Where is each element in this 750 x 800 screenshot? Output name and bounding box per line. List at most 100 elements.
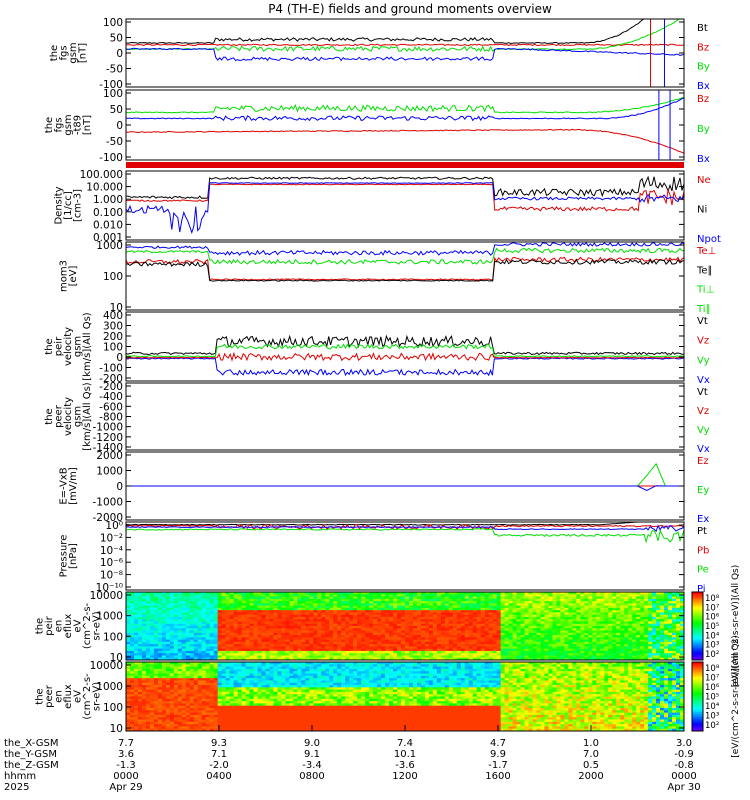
- colorbar-label: [eV/(cm^2-s-sr-eV)](All Qs): [731, 565, 741, 688]
- y-tick-label: 10⁻⁸: [100, 570, 123, 582]
- y-tick-label: 0: [116, 481, 123, 493]
- colorbar-tick-label: 10⁵: [705, 693, 719, 703]
- colorbar-tick-label: 10⁴: [705, 702, 720, 712]
- series-by: [126, 97, 684, 114]
- x-tick-z: -0.8: [674, 760, 694, 771]
- y-tick-label: 400: [103, 310, 123, 322]
- series-pt: [126, 522, 645, 526]
- y-tick-label: 10⁻¹⁰: [96, 582, 123, 594]
- y-tick-label: -400: [99, 391, 123, 403]
- series-bx: [126, 97, 684, 122]
- y-axis-label: [nPa]: [68, 543, 79, 569]
- series-npot: [126, 182, 684, 235]
- series-vx: [126, 357, 684, 377]
- y-tick-label: 100: [103, 631, 123, 643]
- legend-fgs-2: By: [697, 62, 710, 73]
- y-axis-label: [1/cc]: [63, 191, 74, 220]
- panel-peer-velocity: -200-400-600-800-1000-1200-1400 thepeerve…: [44, 381, 710, 455]
- legend-peir-velocity-0: Vt: [697, 316, 708, 327]
- y-tick-label: -200: [99, 381, 123, 393]
- legend-pressure-1: Pb: [697, 545, 709, 556]
- colorbar: [691, 591, 704, 661]
- x-tick-z: -3.6: [395, 760, 415, 771]
- panel-temperature: 1000 100 10 mom3[eV] Te⊥ Te∥ Ti⊥ Ti∥: [58, 240, 716, 315]
- y-tick-label: 10.000: [86, 182, 123, 194]
- y-tick-label: 0.001: [93, 232, 123, 244]
- y-tick-label: 50: [110, 104, 123, 116]
- y-tick-label: -100: [99, 152, 123, 164]
- legend-temperature-3: Ti∥: [696, 304, 711, 315]
- panel-frame: [125, 170, 685, 241]
- y-tick-label: -200: [99, 373, 123, 385]
- x-tick-y: 3.6: [118, 749, 134, 760]
- y-tick-label: 10: [110, 723, 123, 735]
- y-axis-label: gsm: [63, 114, 74, 135]
- legend-e-vxb-2: Ex: [697, 514, 709, 525]
- x-tick-date: Apr 29: [109, 782, 142, 793]
- x-tick-x: 9.0: [304, 738, 320, 749]
- y-axis-label: velocity: [63, 397, 74, 436]
- y-axis-label: -t89: [73, 115, 84, 135]
- x-tick-x: 4.7: [490, 738, 506, 749]
- y-axis-label: sr-eV): [92, 682, 103, 711]
- series-bt: [126, 19, 645, 44]
- colorbar-label: [eV/(cm^2-s-sr-eV)](All Qs): [731, 635, 741, 758]
- y-tick-label: 10⁻²: [100, 532, 123, 544]
- y-tick-label: 100: [103, 271, 123, 283]
- x-tick-hhmm: 0400: [206, 771, 231, 782]
- y-tick-label: 1000: [96, 466, 123, 478]
- colorbar: [691, 661, 704, 732]
- series-ex: [126, 485, 684, 491]
- x-tick-z: -2.0: [209, 760, 229, 771]
- colorbar-tick-label: 10⁸: [705, 664, 720, 674]
- y-axis-label: peir: [54, 336, 65, 356]
- x-tick-x: 7.4: [397, 738, 413, 749]
- legend-peer-velocity-3: Vx: [697, 444, 710, 455]
- y-tick-label: 1000: [96, 681, 123, 693]
- colorbar-tick-label: 10⁸: [705, 594, 720, 604]
- colorbar-tick-label: 10⁴: [705, 631, 720, 641]
- series-te-par: [126, 258, 684, 282]
- legend-temperature-0: Te⊥: [696, 246, 716, 257]
- y-tick-label: -50: [106, 64, 123, 76]
- series-vt: [126, 334, 684, 356]
- y-axis-label: [eV]: [68, 266, 79, 287]
- y-tick-label: -800: [99, 412, 123, 424]
- series-bz: [126, 128, 684, 154]
- y-axis-label: gsm: [73, 336, 84, 357]
- x-row-label: 2025: [4, 782, 29, 793]
- y-tick-label: -100: [99, 363, 123, 375]
- x-tick-y: 10.1: [394, 749, 416, 760]
- x-tick-hhmm: 1600: [485, 771, 510, 782]
- y-axis-label: eflux: [63, 614, 74, 639]
- x-tick-x: 1.0: [583, 738, 599, 749]
- y-tick-label: 0.100: [93, 207, 123, 219]
- y-tick-label: -100: [99, 79, 123, 91]
- x-tick-z: -1.3: [116, 760, 136, 771]
- y-tick-label: -1000: [92, 422, 123, 434]
- y-tick-label: 1000: [96, 611, 123, 623]
- y-axis-label: sr-eV): [92, 611, 103, 640]
- x-row-label: the_Y-GSM: [4, 749, 57, 760]
- y-tick-label: 0.010: [93, 219, 123, 231]
- colorbar-tick-label: 10³: [705, 712, 719, 722]
- panel-frame: [125, 89, 685, 161]
- x-tick-hhmm: 0000: [671, 771, 696, 782]
- y-tick-label: 10: [110, 652, 123, 664]
- series-vz: [126, 351, 684, 362]
- legend-peir-velocity-3: Vx: [697, 375, 710, 386]
- y-axis-label: (cm^2-s-: [82, 602, 93, 649]
- legend-density-2: Npot: [697, 234, 721, 245]
- x-tick-date: Apr 30: [667, 782, 700, 793]
- legend-fgs-t89-2: Bx: [697, 154, 710, 165]
- y-tick-label: 200: [103, 331, 123, 343]
- y-axis-label: [nT]: [82, 115, 93, 135]
- y-axis-label: Density: [54, 186, 65, 224]
- y-tick-label: 10⁻⁴: [100, 545, 123, 557]
- x-tick-y: -0.9: [674, 749, 694, 760]
- y-axis-label: peer: [54, 404, 65, 428]
- y-axis-label: Pressure: [58, 535, 69, 578]
- panel-frame: [125, 521, 685, 591]
- y-axis-label: gsm: [68, 42, 79, 63]
